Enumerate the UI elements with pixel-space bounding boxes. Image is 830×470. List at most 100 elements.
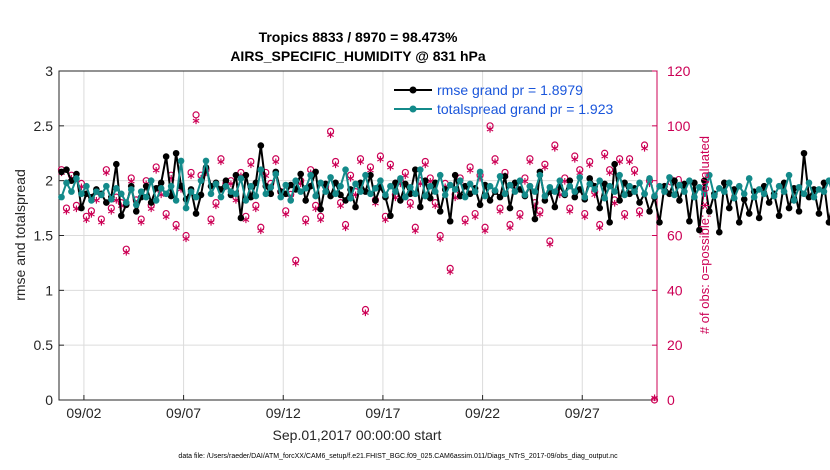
rmse-point [103, 199, 110, 206]
totalspread-point [142, 193, 150, 201]
totalspread-point [621, 191, 628, 199]
obs-evaluated-marker: * [227, 179, 235, 195]
totalspread-point [760, 190, 768, 198]
obs-possible-marker [107, 204, 115, 212]
obs-evaluated-marker: * [461, 218, 469, 234]
obs-evaluated-marker: * [536, 209, 544, 225]
obs-evaluated-marker: * [207, 218, 215, 234]
totalspread-point [117, 190, 125, 198]
totalspread-point [182, 204, 190, 212]
obs-possible-marker [621, 209, 629, 218]
right-tick-label: 120 [667, 63, 691, 79]
right-tick-label: 100 [667, 118, 691, 134]
obs-evaluated-marker: * [437, 234, 445, 250]
obs-evaluated-marker: * [347, 174, 355, 190]
obs-possible-marker [137, 215, 145, 223]
totalspread-point [456, 177, 464, 184]
rmse-point [611, 160, 618, 168]
totalspread-point [68, 188, 75, 195]
right-tick-label: 0 [667, 392, 675, 408]
totalspread-point [78, 190, 85, 198]
rmse-point [237, 214, 245, 222]
obs-evaluated-marker: * [521, 176, 529, 192]
obs-possible-marker [331, 157, 340, 166]
totalspread-point [810, 193, 818, 201]
obs-possible-marker [471, 209, 479, 218]
obs-evaluated-marker: * [516, 212, 524, 228]
rmse-point [192, 210, 200, 217]
obs-possible-marker [630, 166, 639, 174]
obs-evaluated-marker: * [387, 163, 395, 179]
chart-title-line-2: AIRS_SPECIFIC_HUMIDITY @ 831 hPa [230, 48, 486, 64]
rmse-point [735, 219, 743, 226]
rmse-point [372, 197, 379, 204]
totalspread-point [641, 190, 648, 198]
obs-evaluated-marker: * [641, 144, 649, 160]
totalspread-point [337, 182, 344, 190]
totalspread-point [656, 182, 663, 190]
totalspread-point [282, 181, 290, 189]
obs-evaluated-marker: * [337, 201, 345, 217]
totalspread-point [212, 180, 220, 188]
totalspread-point [103, 182, 110, 190]
totalspread-point [277, 193, 285, 201]
totalspread-point [790, 197, 798, 204]
totalspread-point [98, 191, 105, 199]
totalspread-point [825, 177, 830, 184]
obs-possible-marker [491, 155, 499, 163]
obs-evaluated-marker: * [262, 171, 270, 187]
obs-evaluated-marker: * [476, 174, 484, 190]
obs-evaluated-marker: * [452, 193, 460, 209]
rmse-point [352, 203, 359, 211]
x-tick-label: 09/17 [365, 405, 400, 421]
obs-possible-marker [446, 264, 454, 272]
obs-possible-marker [356, 155, 365, 163]
totalspread-point [407, 183, 414, 191]
obs-possible-marker [401, 168, 409, 177]
obs-possible-marker [561, 174, 569, 182]
rmse-point [531, 215, 539, 223]
obs-evaluated-marker: * [103, 168, 111, 184]
totalspread-point [661, 188, 668, 195]
obs-possible-marker [601, 149, 609, 157]
rmse-point [706, 208, 713, 215]
rmse-point [197, 191, 205, 199]
obs-possible-marker [172, 220, 180, 229]
obs-possible-marker [282, 207, 290, 215]
totalspread-point [402, 193, 409, 201]
obs-possible-marker [152, 163, 160, 171]
rmse-point [646, 208, 653, 215]
rmse-point [636, 199, 643, 206]
obs-evaluated-marker: * [417, 179, 425, 195]
totalspread-point [666, 174, 673, 181]
obs-evaluated-marker: * [242, 215, 250, 231]
obs-evaluated-marker: * [621, 212, 629, 228]
obs-evaluated-marker: * [332, 160, 340, 176]
totalspread-point [292, 177, 300, 184]
chart-title-line-1: Tropics 8833 / 8970 = 98.473% [259, 29, 458, 45]
obs-evaluated-marker: * [98, 218, 106, 234]
totalspread-point [671, 191, 678, 199]
totalspread-point [805, 179, 813, 187]
totalspread-point [750, 193, 758, 201]
obs-possible-marker [162, 209, 170, 218]
totalspread-point [58, 193, 65, 201]
obs-possible-marker [421, 157, 429, 166]
totalspread-point [631, 188, 638, 195]
totalspread-point [372, 185, 379, 192]
obs-evaluated-marker: * [327, 130, 335, 146]
rmse-point [337, 191, 344, 199]
totalspread-point [237, 175, 245, 182]
obs-possible-marker [581, 209, 589, 218]
totalspread-point [740, 190, 748, 198]
rmse-point [367, 171, 374, 179]
rmse-point [656, 219, 663, 226]
rmse-point [426, 194, 434, 202]
obs-possible-marker [182, 231, 190, 240]
obs-evaluated-marker: * [541, 163, 549, 179]
obs-evaluated-marker: * [397, 179, 405, 195]
totalspread-point [187, 188, 195, 195]
rmse-point [68, 177, 75, 184]
totalspread-point [571, 188, 579, 195]
obs-evaluated-marker: * [611, 198, 619, 214]
